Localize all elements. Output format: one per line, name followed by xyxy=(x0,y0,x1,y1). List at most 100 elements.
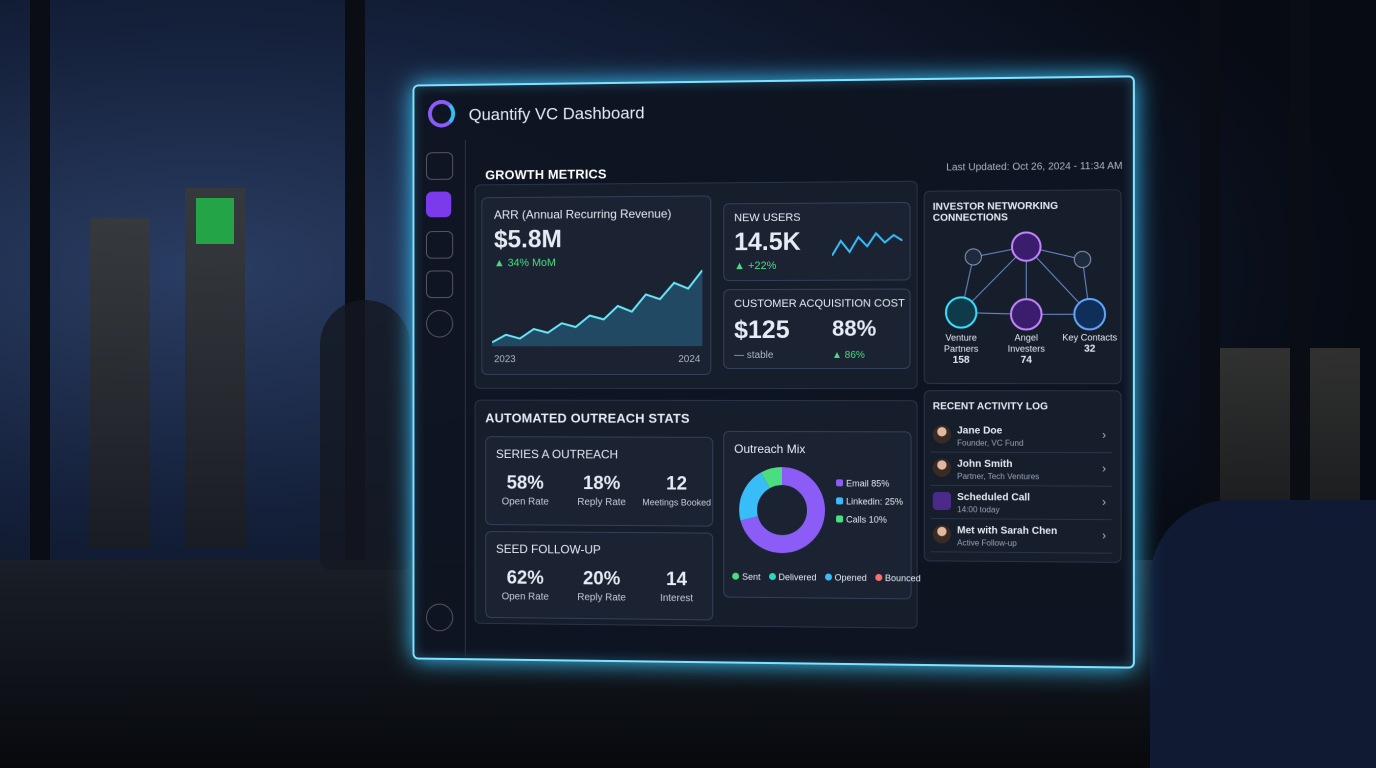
building xyxy=(90,218,150,548)
outreach-section: AUTOMATED OUTREACH STATS SERIES A OUTREA… xyxy=(474,399,921,629)
card-value: $125 xyxy=(734,315,790,345)
card-value: 14.5K xyxy=(734,227,801,257)
legend-name: Email xyxy=(846,478,869,489)
activity-subtitle: 14:00 today xyxy=(957,505,1000,515)
activity-item[interactable]: Jane Doe Founder, VC Fund › xyxy=(930,421,1113,454)
person xyxy=(320,300,410,570)
window-frame xyxy=(1200,0,1220,560)
stat: 18% Reply Rate xyxy=(566,473,637,508)
activity-item[interactable]: Met with Sarah Chen Active Follow-up › xyxy=(930,521,1113,554)
legend-item: Calls 10% xyxy=(836,510,903,529)
arr-sparkline xyxy=(492,266,703,347)
node-count: 74 xyxy=(1020,354,1032,366)
legend-swatch xyxy=(836,479,844,487)
activity-title: John Smith xyxy=(957,458,1013,471)
activity-subtitle: Founder, VC Fund xyxy=(957,438,1024,448)
nav-home[interactable] xyxy=(426,152,454,180)
activity-item[interactable]: John Smith Partner, Tech Ventures › xyxy=(930,454,1113,487)
legend-item: Bounced xyxy=(874,573,921,584)
legend-item: Email 85% xyxy=(836,474,903,492)
node-label: Key Contacts 32 xyxy=(1059,332,1121,354)
nav-settings[interactable] xyxy=(426,603,454,632)
avatar xyxy=(932,525,952,544)
hub-node xyxy=(1012,232,1041,260)
key-node xyxy=(1074,299,1105,329)
last-updated: Last Updated: Oct 26, 2024 - 11:34 AM xyxy=(946,160,1123,174)
card-value: $5.8M xyxy=(493,225,562,254)
section-title: AUTOMATED OUTREACH STATS xyxy=(485,410,690,426)
card-note: — stable xyxy=(734,349,774,362)
activity-title: Scheduled Call xyxy=(957,491,1031,504)
new-users-card: NEW USERS 14.5K ▲ +22% xyxy=(723,201,911,282)
nav-reports[interactable] xyxy=(426,270,454,299)
building xyxy=(185,188,245,548)
legend-name: Delivered xyxy=(778,572,817,583)
network-graph xyxy=(925,190,1121,332)
legend-name: Bounced xyxy=(884,573,921,584)
stat: 12 Meetings Booked xyxy=(641,473,712,508)
mix-legend: Email 85% Linkedin: 25% Calls 10% xyxy=(836,474,903,529)
campaign-card: SEED FOLLOW-UP 62% Open Rate 20% Reply Rat… xyxy=(485,531,714,621)
activity-title: Jane Doe xyxy=(957,425,1003,437)
stat-value: 58% xyxy=(506,472,544,494)
activity-section: RECENT ACTIVITY LOG Jane Doe Founder, VC … xyxy=(923,390,1122,563)
stat-value: 12 xyxy=(666,473,688,495)
node-count: 158 xyxy=(952,354,970,366)
stat-label: Interest xyxy=(660,592,694,605)
avatar xyxy=(932,458,952,477)
legend-swatch xyxy=(824,573,832,581)
contact-node xyxy=(965,249,981,265)
legend-item: Opened xyxy=(824,572,867,583)
mix-title: Outreach Mix xyxy=(734,441,806,457)
stat-label: Reply Rate xyxy=(577,592,626,604)
person-arm xyxy=(1150,500,1376,768)
activity-subtitle: Active Follow-up xyxy=(957,538,1017,548)
axis-end: 2024 xyxy=(678,354,701,366)
legend-name: Linkedin: xyxy=(846,496,883,507)
section-title: GROWTH METRICS xyxy=(485,166,607,183)
stat: 58% Open Rate xyxy=(490,473,560,508)
building-light xyxy=(196,198,234,244)
node-label: Angel Investers 74 xyxy=(996,333,1057,366)
activity-title: Met with Sarah Chen xyxy=(957,525,1058,538)
legend-swatch xyxy=(836,497,844,505)
activity-item[interactable]: Scheduled Call 14:00 today › xyxy=(930,487,1113,521)
legend-swatch xyxy=(732,572,740,580)
legend-item: Delivered xyxy=(768,572,817,583)
node-label: Venture Partners 158 xyxy=(931,333,992,366)
legend-name: Calls xyxy=(846,514,867,525)
stat-value: 20% xyxy=(582,568,621,590)
arr-card: ARR (Annual Recurring Revenue) $5.8M ▲ 3… xyxy=(481,195,712,375)
node-count: 32 xyxy=(1083,343,1096,355)
logo xyxy=(427,99,456,128)
legend-item: Linkedin: 25% xyxy=(836,492,903,510)
campaign-name: SERIES A OUTREACH xyxy=(495,447,619,462)
node-name: Key Contacts xyxy=(1062,332,1118,343)
cac-card: CUSTOMER ACQUISITION COST $125 — stable … xyxy=(723,288,911,370)
sidebar xyxy=(414,140,466,657)
stat-label: Open Rate xyxy=(501,496,549,508)
status-legend: Sent Delivered Opened Bounced xyxy=(732,572,929,584)
campaign-name: SEED FOLLOW-UP xyxy=(495,541,601,557)
stat-label: Open Rate xyxy=(501,591,549,603)
stat: 20% Reply Rate xyxy=(566,568,637,603)
stat: 14 Interest xyxy=(641,569,712,605)
node-name: Angel Investers xyxy=(1007,332,1045,354)
section-title: RECENT ACTIVITY LOG xyxy=(932,401,1049,413)
legend-value: 10% xyxy=(868,514,887,525)
activity-subtitle: Partner, Tech Ventures xyxy=(957,471,1040,482)
card-label: CUSTOMER ACQUISITION COST xyxy=(734,297,905,311)
nav-analytics[interactable] xyxy=(426,309,454,338)
stat-label: Reply Rate xyxy=(577,496,626,509)
contact-node xyxy=(1074,251,1090,267)
card-change: ▲ +22% xyxy=(734,259,777,273)
axis-start: 2023 xyxy=(493,354,516,366)
legend-swatch xyxy=(836,515,844,523)
mix-card: Outreach Mix Email 85% Linkedin: 25% Calls… xyxy=(723,430,921,600)
nav-metrics[interactable] xyxy=(426,191,452,218)
stat: 62% Open Rate xyxy=(490,568,560,603)
nav-people[interactable] xyxy=(426,230,454,259)
network-section: INVESTOR NETWORKING CONNECTIONS Venture … xyxy=(923,189,1122,385)
